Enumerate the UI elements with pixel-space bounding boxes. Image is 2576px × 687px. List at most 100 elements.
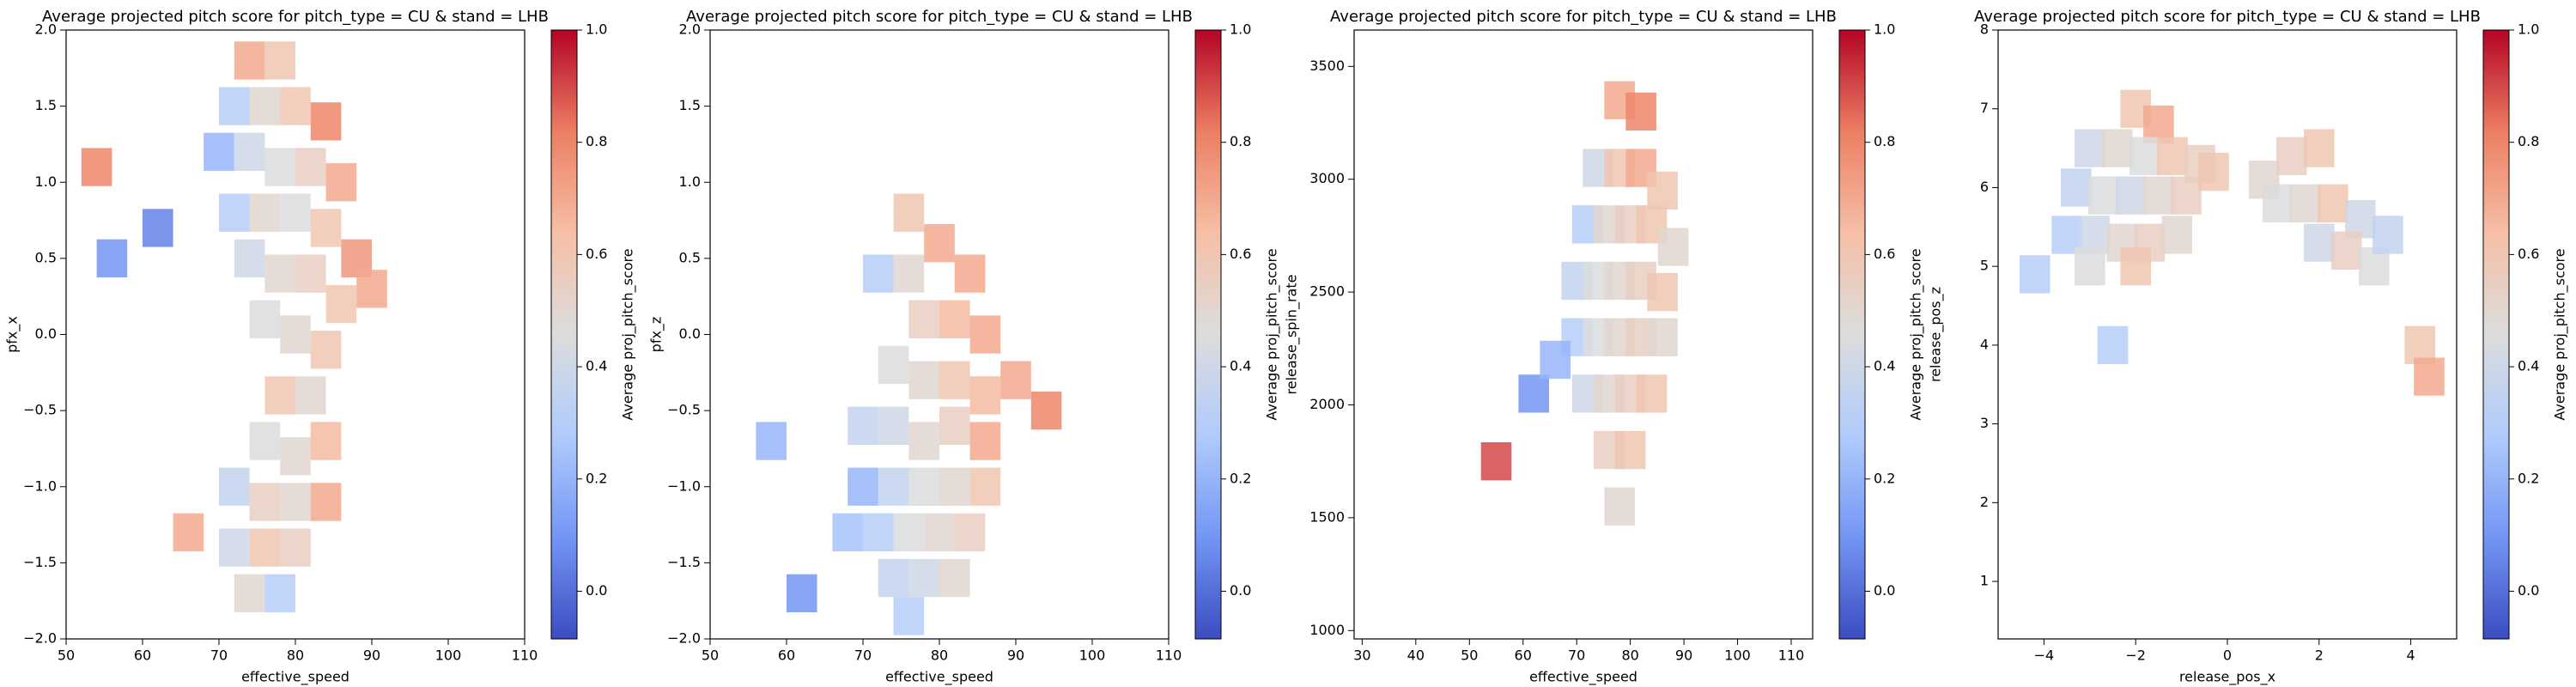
colorbar-tick-label: 0.4 — [1874, 358, 1895, 374]
hex-cell — [219, 528, 250, 567]
hex-cell — [969, 422, 1001, 460]
hex-cell — [969, 467, 1001, 506]
hex-cell — [1604, 487, 1635, 526]
colorbar — [550, 29, 578, 640]
hex-cell — [310, 483, 342, 521]
hex-cell — [893, 513, 925, 552]
hex-cell — [2097, 325, 2129, 365]
y-tick-label: 5 — [1980, 258, 1989, 274]
y-tick-label: 0.0 — [35, 325, 57, 342]
y-tick-label: 1500 — [1309, 508, 1345, 525]
x-tick-label: 100 — [1079, 647, 1106, 664]
y-tick-label: −1.5 — [667, 554, 701, 570]
hex-cell — [848, 467, 878, 506]
hex-cell — [924, 223, 955, 263]
x-tick-label: 90 — [363, 647, 380, 664]
hex-cell — [1647, 171, 1678, 210]
hex-cell — [280, 437, 311, 476]
hex-cell — [893, 254, 925, 293]
y-axis-label: pfx_z — [648, 317, 665, 353]
hex-cell — [280, 528, 311, 567]
hex-cell — [969, 376, 1001, 415]
hex-cell — [249, 483, 281, 521]
colorbar-label: Average proj_pitch_score — [1908, 248, 1925, 420]
y-tick-label: 6 — [1980, 179, 1989, 195]
hex-cell — [219, 87, 250, 125]
hex-cell — [219, 467, 250, 506]
colorbar-tick-label: 0.8 — [586, 133, 607, 149]
hex-cell — [939, 406, 970, 446]
hex-cell — [249, 422, 281, 460]
x-tick-label: 110 — [512, 647, 538, 664]
hex-cell — [908, 422, 939, 460]
colorbar-tick-label: 0.4 — [586, 358, 607, 374]
hex-cell — [310, 209, 342, 247]
colorbar-tick-label: 0.2 — [1230, 470, 1251, 486]
hex-cell — [264, 376, 295, 415]
hex-cell — [2304, 223, 2335, 262]
hex-cell — [878, 406, 909, 446]
hex-cell — [1000, 361, 1031, 399]
hex-cell — [2075, 247, 2105, 286]
plot-frame — [1997, 29, 2458, 640]
hex-cell — [264, 574, 295, 612]
colorbar-tick-label: 1.0 — [1874, 21, 1895, 38]
hex-cell — [219, 193, 250, 232]
hex-cell — [1636, 374, 1668, 413]
colorbar-tick-label: 0.8 — [2518, 133, 2539, 149]
hex-cell — [893, 193, 925, 232]
hex-cell — [848, 406, 878, 446]
colorbar-tick-label: 0.4 — [2518, 358, 2539, 374]
colorbar-tick-label: 0.8 — [1230, 133, 1251, 149]
y-tick-label: 2 — [1980, 494, 1989, 510]
colorbar-tick-label: 0.2 — [586, 470, 607, 486]
x-tick-label: 0 — [2223, 647, 2232, 664]
colorbar-tick-label: 0.6 — [2518, 246, 2539, 262]
hex-cell — [969, 315, 1001, 354]
y-tick-label: 1.0 — [679, 173, 701, 190]
hex-cell — [863, 513, 894, 552]
y-tick-label: −0.5 — [23, 402, 57, 418]
hex-cell — [1030, 391, 1062, 430]
hex-cell — [2372, 216, 2403, 254]
hex-cell — [924, 513, 955, 552]
colorbar-tick-label: 0.6 — [1230, 246, 1251, 262]
hex-cell — [234, 239, 265, 278]
x-axis-label: effective_speed — [241, 669, 349, 686]
x-tick-label: 100 — [1724, 647, 1751, 664]
x-tick-label: 70 — [854, 647, 872, 664]
hex-cell — [2331, 231, 2362, 270]
y-tick-label: −1.5 — [23, 554, 57, 570]
y-tick-label: 1.5 — [35, 97, 57, 113]
colorbar-label: Average proj_pitch_score — [620, 248, 637, 420]
hex-cell — [234, 574, 265, 612]
hex-cell — [832, 513, 863, 552]
colorbar-tick-label: 0.0 — [2518, 582, 2539, 599]
hex-cell — [2143, 176, 2174, 215]
hex-cell — [173, 513, 204, 552]
hex-cell — [264, 148, 295, 186]
hex-cell — [2262, 184, 2293, 222]
y-tick-label: 3500 — [1309, 58, 1345, 74]
title: Average projected pitch score for pitch_… — [42, 8, 549, 26]
colorbar-tick-label: 0.6 — [586, 246, 607, 262]
hex-cell — [939, 558, 970, 598]
colorbar-tick-label: 0.0 — [1230, 582, 1251, 599]
hex-cell — [2157, 137, 2188, 175]
x-tick-label: 110 — [1156, 647, 1182, 664]
x-tick-label: 80 — [931, 647, 948, 664]
hex-cell — [2129, 137, 2160, 175]
hex-cell — [234, 132, 265, 171]
hex-cell — [356, 270, 387, 308]
x-tick-label: 100 — [435, 647, 462, 664]
hex-cell — [893, 597, 925, 635]
y-tick-label: 0.5 — [35, 249, 57, 265]
y-tick-label: 1.0 — [35, 173, 57, 190]
hex-cell — [863, 254, 894, 293]
y-tick-label: 3 — [1980, 415, 1989, 431]
hex-cell — [908, 361, 939, 399]
colorbar-tick-label: 1.0 — [1230, 21, 1251, 38]
hex-cell — [1625, 92, 1656, 131]
x-tick-label: 4 — [2407, 647, 2415, 664]
x-tick-label: 90 — [1675, 647, 1692, 664]
